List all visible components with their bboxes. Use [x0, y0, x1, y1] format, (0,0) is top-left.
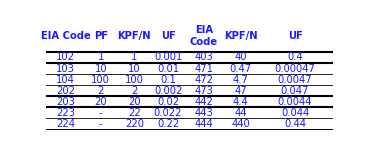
- Text: 444: 444: [195, 119, 213, 129]
- Text: UF: UF: [161, 31, 175, 41]
- Text: 102: 102: [56, 53, 75, 62]
- Text: 443: 443: [195, 108, 213, 118]
- Text: 103: 103: [56, 63, 75, 74]
- Text: 203: 203: [56, 97, 75, 107]
- Text: 0.002: 0.002: [154, 86, 182, 96]
- Text: KPF/N: KPF/N: [224, 31, 258, 41]
- Text: 440: 440: [231, 119, 250, 129]
- Text: 20: 20: [94, 97, 107, 107]
- Text: 0.022: 0.022: [154, 108, 182, 118]
- Text: 0.0047: 0.0047: [278, 75, 312, 85]
- Text: 0.02: 0.02: [157, 97, 179, 107]
- Text: 10: 10: [94, 63, 107, 74]
- Text: 10: 10: [128, 63, 141, 74]
- Text: 472: 472: [195, 75, 213, 85]
- Text: 22: 22: [128, 108, 141, 118]
- Text: PF: PF: [94, 31, 108, 41]
- Text: 100: 100: [91, 75, 110, 85]
- Text: 442: 442: [195, 97, 213, 107]
- Text: 0.0044: 0.0044: [278, 97, 312, 107]
- Text: 44: 44: [234, 108, 247, 118]
- Text: 100: 100: [125, 75, 144, 85]
- Text: 2: 2: [98, 86, 104, 96]
- Text: 4.7: 4.7: [233, 75, 249, 85]
- Text: 0.044: 0.044: [281, 108, 309, 118]
- Text: 0.22: 0.22: [157, 119, 179, 129]
- Text: 224: 224: [56, 119, 75, 129]
- Text: 20: 20: [128, 97, 141, 107]
- Text: -: -: [99, 119, 102, 129]
- Text: 0.00047: 0.00047: [275, 63, 316, 74]
- Text: 2: 2: [131, 86, 138, 96]
- Text: EIA
Code: EIA Code: [190, 25, 218, 47]
- Text: 0.001: 0.001: [154, 53, 182, 62]
- Text: 223: 223: [56, 108, 75, 118]
- Text: 0.44: 0.44: [284, 119, 306, 129]
- Text: 1: 1: [131, 53, 138, 62]
- Text: 220: 220: [125, 119, 144, 129]
- Text: 471: 471: [195, 63, 213, 74]
- Text: 47: 47: [234, 86, 247, 96]
- Text: 0.47: 0.47: [229, 63, 252, 74]
- Text: 0.1: 0.1: [160, 75, 176, 85]
- Text: 202: 202: [56, 86, 75, 96]
- Text: UF: UF: [287, 31, 302, 41]
- Text: KPF/N: KPF/N: [118, 31, 151, 41]
- Text: -: -: [99, 108, 102, 118]
- Text: 403: 403: [195, 53, 213, 62]
- Text: 40: 40: [234, 53, 247, 62]
- Text: 0.047: 0.047: [281, 86, 309, 96]
- Text: 104: 104: [56, 75, 75, 85]
- Text: 0.4: 0.4: [287, 53, 303, 62]
- Text: EIA Code: EIA Code: [41, 31, 91, 41]
- Text: 473: 473: [195, 86, 213, 96]
- Text: 1: 1: [98, 53, 104, 62]
- Text: 0.01: 0.01: [157, 63, 179, 74]
- Text: 4.4: 4.4: [233, 97, 248, 107]
